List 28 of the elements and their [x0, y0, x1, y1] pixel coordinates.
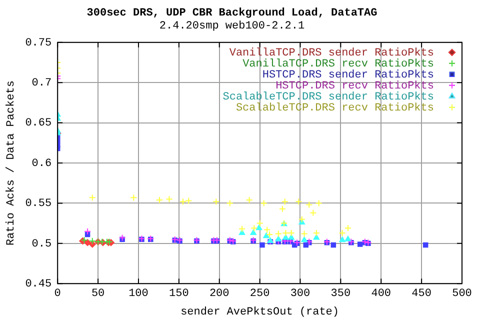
- legend-label: HSTCP.DRS recv RatioPkts: [276, 80, 434, 92]
- x-tick-label: 250: [250, 288, 270, 300]
- y-axis-title: Ratio Acks / Data Packets: [6, 80, 18, 246]
- legend-label: HSTCP.DRS sender RatioPkts: [262, 69, 434, 82]
- x-tick-label: 450: [412, 288, 432, 300]
- y-tick-label: 0.75: [25, 37, 52, 50]
- x-axis-title: sender AvePktsOut (rate): [180, 306, 340, 318]
- y-tick-label: 0.45: [25, 278, 52, 291]
- x-tick-label: 350: [330, 288, 351, 300]
- x-tick-label: 400: [371, 288, 392, 300]
- y-tick-label: 0.65: [25, 118, 52, 130]
- y-tick-label: 0.55: [25, 198, 52, 210]
- x-tick-label: 500: [452, 288, 472, 300]
- x-tick-label: 200: [209, 288, 230, 300]
- legend-label: ScalableTCP.DRS sender RatioPkts: [222, 91, 434, 104]
- x-tick-label: 300: [290, 288, 310, 300]
- legend-label: ScalableTCP.DRS recv RatioPkts: [236, 102, 434, 114]
- x-tick-label: 150: [169, 288, 189, 300]
- x-tick-label: 50: [91, 288, 105, 300]
- y-tick-label: 0.6: [32, 158, 52, 170]
- y-tick-label: 0.5: [32, 238, 52, 250]
- legend-label: VanillaTCP.DRS recv RatioPkts: [242, 58, 434, 70]
- x-tick-label: 100: [128, 288, 148, 300]
- chart-title: 300sec DRS, UDP CBR Background Load, DataTAG: [86, 7, 378, 20]
- chart-subtitle: 2.4.20smp web100-2.2.1: [159, 20, 306, 33]
- y-tick-label: 0.7: [32, 78, 52, 90]
- x-tick-label: 0: [54, 288, 61, 300]
- legend-label: VanillaTCP.DRS sender RatioPkts: [229, 47, 434, 60]
